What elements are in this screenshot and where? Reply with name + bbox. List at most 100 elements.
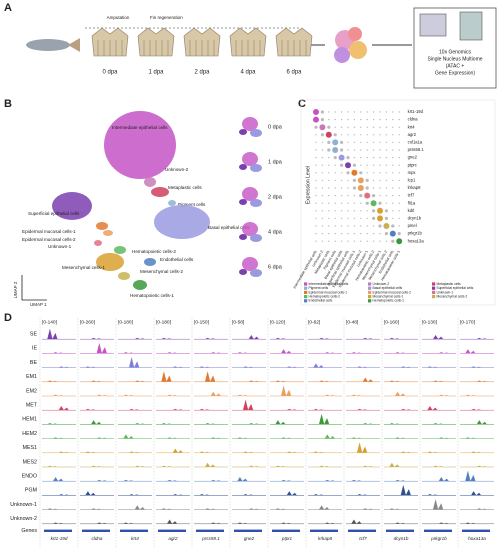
gene-label: ptprc xyxy=(408,162,417,167)
atac-peak xyxy=(42,394,76,397)
mini-umap xyxy=(250,164,262,172)
atac-peak xyxy=(232,380,266,382)
gene-name: agr2 xyxy=(168,536,178,541)
dot xyxy=(378,224,382,228)
dot xyxy=(334,172,336,174)
annotation: Amputation xyxy=(107,15,130,20)
atac-peak xyxy=(156,408,190,411)
dot xyxy=(360,232,362,235)
atac-peak xyxy=(118,505,152,510)
atac-peak xyxy=(384,508,418,510)
track-range: [0-120] xyxy=(270,319,285,325)
gene-label: prkgr1b xyxy=(408,231,423,236)
atac-peak xyxy=(42,329,76,340)
gene-model xyxy=(158,529,186,532)
dot xyxy=(372,111,375,113)
umap-cluster xyxy=(133,280,147,290)
mini-umap xyxy=(242,187,258,201)
track-label: BE xyxy=(30,360,38,366)
atac-peak xyxy=(194,451,228,453)
atac-peak xyxy=(80,420,114,425)
dot xyxy=(360,134,362,136)
dot xyxy=(352,186,356,190)
dot xyxy=(366,217,368,220)
dot xyxy=(385,156,388,159)
atac-peak xyxy=(422,423,456,425)
atac-peak xyxy=(80,508,114,510)
atac-peak xyxy=(460,394,494,397)
gene-label: agr2 xyxy=(408,132,417,137)
atac-peak xyxy=(346,423,380,425)
cluster-label: Superficial epithelial cells xyxy=(28,211,80,216)
dot xyxy=(315,141,317,144)
dot xyxy=(385,141,388,144)
dot xyxy=(398,111,400,113)
atac-peak xyxy=(118,337,152,340)
dot xyxy=(315,210,317,212)
dot xyxy=(353,156,356,159)
atac-peak xyxy=(384,366,418,368)
dot xyxy=(315,187,317,189)
gene-label: dcyn1b xyxy=(408,216,422,221)
dot xyxy=(366,111,368,113)
atac-peak xyxy=(156,508,190,510)
dot xyxy=(334,111,336,113)
dot xyxy=(347,134,349,136)
atac-peak xyxy=(346,377,380,383)
dot xyxy=(372,179,375,182)
umap-cluster xyxy=(144,258,156,266)
dot xyxy=(321,187,324,189)
atac-peak xyxy=(270,479,304,482)
atac-peak xyxy=(156,394,190,397)
dot xyxy=(392,172,394,174)
dot xyxy=(315,225,317,227)
dot xyxy=(383,223,390,229)
dot xyxy=(315,164,317,166)
atac-peak xyxy=(118,408,152,411)
dot xyxy=(353,225,356,227)
dot xyxy=(334,194,336,197)
gene-name: lrrkap8 xyxy=(318,536,332,541)
cluster-label: Mesenchymal cells-2 xyxy=(140,269,183,274)
dot xyxy=(366,141,368,144)
dot xyxy=(334,179,336,182)
atac-peak xyxy=(308,337,342,340)
dot xyxy=(340,126,343,128)
atac-peak xyxy=(346,479,380,482)
dot xyxy=(398,134,400,136)
atac-peak xyxy=(346,442,380,454)
atac-peak xyxy=(270,465,304,468)
atac-peak xyxy=(384,479,418,482)
dot xyxy=(328,111,330,113)
mini-umap xyxy=(250,199,262,207)
atac-peak xyxy=(232,366,266,368)
atac-peak xyxy=(308,408,342,411)
gene-name: prss59.1 xyxy=(201,536,220,541)
legend-swatch xyxy=(368,286,372,290)
cluster-label: Unknown-2 xyxy=(165,167,189,172)
dot xyxy=(353,118,356,121)
platform-text: Single Nucleus Multiome xyxy=(427,56,482,62)
gene-label: kdrl xyxy=(408,208,415,213)
dot xyxy=(347,179,349,182)
dot xyxy=(385,194,388,197)
atac-peak xyxy=(156,366,190,368)
atac-peak xyxy=(460,465,494,468)
atac-peak xyxy=(422,522,456,524)
dot xyxy=(340,163,344,167)
track-label: EM2 xyxy=(26,388,37,394)
atac-peak xyxy=(232,423,266,425)
umap-cluster xyxy=(96,253,124,271)
atac-peak xyxy=(194,337,228,340)
mini-umap xyxy=(250,234,262,242)
atac-peak xyxy=(118,465,152,468)
atac-peak xyxy=(194,494,228,496)
dot xyxy=(392,210,394,212)
dot xyxy=(334,240,336,242)
atac-peak xyxy=(308,522,342,524)
dot xyxy=(398,202,400,204)
dot xyxy=(392,149,394,151)
mini-umap xyxy=(239,129,247,135)
dot xyxy=(347,217,349,220)
gene-model xyxy=(44,529,72,532)
